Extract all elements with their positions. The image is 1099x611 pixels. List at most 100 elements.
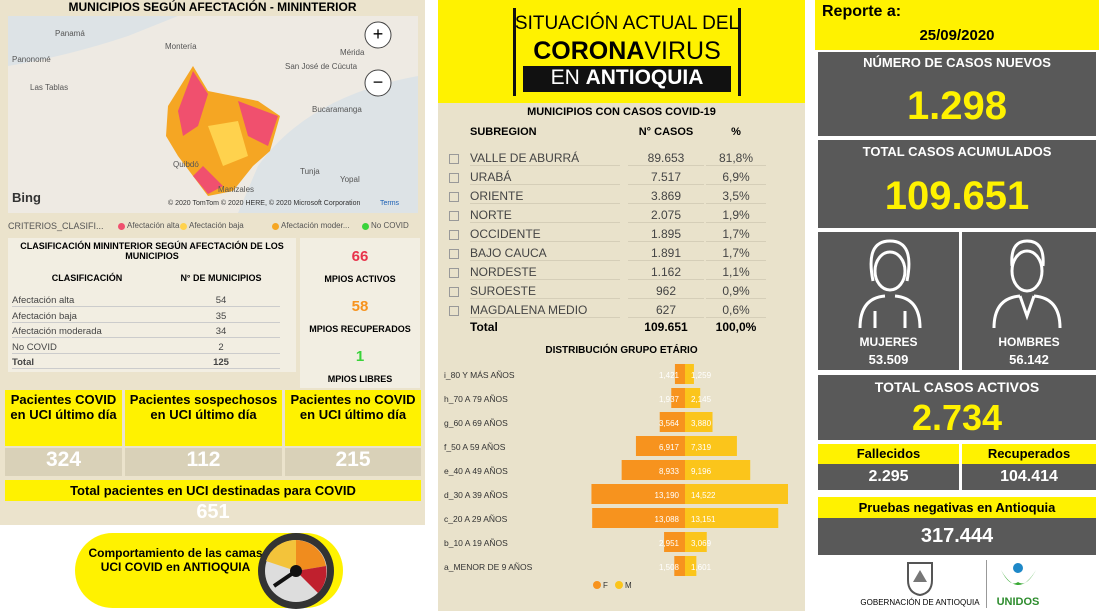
bar [685, 532, 707, 552]
table-total: 100,0% [715, 320, 757, 334]
svg-text:−: − [373, 72, 384, 92]
expand-icon[interactable] [449, 306, 459, 316]
legend-dot [362, 223, 369, 230]
map-place: Yopal [340, 175, 360, 184]
stat-label: MPIOS ACTIVOS [324, 274, 396, 284]
value-label: 1,259 [691, 371, 712, 380]
class-count: 2 [162, 342, 280, 354]
legend-swatch [593, 581, 601, 589]
logo-gob: GOBERNACIÓN DE ANTIOQUIA [860, 598, 980, 607]
expand-icon[interactable] [449, 192, 459, 202]
class-name: No COVID [12, 342, 162, 354]
class-name: Afectación baja [12, 311, 162, 323]
report-band [815, 0, 1099, 50]
map-place: San José de Cúcuta [285, 62, 358, 71]
uci-total: 651 [196, 501, 230, 523]
expand-icon[interactable] [449, 230, 459, 240]
map-title: MUNICIPIOS SEGÚN AFECTACIÓN - MININTERIO… [68, 0, 357, 14]
category-label: i_80 Y MÁS AÑOS [444, 370, 515, 380]
table-title: MUNICIPIOS CON CASOS COVID-19 [527, 106, 716, 118]
table-cell: 627 [628, 303, 704, 318]
uci-button-label[interactable]: Comportamiento de las camas UCI COVID en… [88, 546, 263, 574]
expand-icon[interactable] [449, 211, 459, 221]
map-place: Panamá [55, 29, 85, 38]
bar [591, 484, 685, 504]
expand-icon[interactable] [449, 154, 459, 164]
header-antioquia: ANTIOQUIA [585, 66, 704, 89]
bar [685, 556, 697, 576]
expand-icon[interactable] [449, 249, 459, 259]
table-cell: URABÁ [470, 170, 620, 185]
stat-value: 58 [351, 298, 369, 315]
svg-text:+: + [373, 24, 384, 44]
report-label: Reporte a: [822, 3, 902, 20]
map-place: Las Tablas [30, 83, 69, 92]
bar [671, 388, 685, 408]
table-cell: 0,9% [706, 284, 766, 299]
legend-label: Afectación moder... [281, 221, 350, 230]
expand-icon[interactable] [449, 287, 459, 297]
table-cell: 1.162 [628, 265, 704, 280]
class-name: Afectación alta [12, 295, 162, 307]
table-cell: 1,9% [706, 208, 766, 223]
category-label: b_10 A 19 AÑOS [444, 538, 508, 548]
value-label: 1,601 [691, 563, 712, 572]
table-cell: 1,1% [706, 265, 766, 280]
bar [685, 484, 788, 504]
expand-icon[interactable] [449, 268, 459, 278]
women-value: 53.509 [868, 352, 909, 367]
header-en: EN [550, 66, 580, 89]
bar [664, 532, 685, 552]
value-label: 13,088 [655, 515, 680, 524]
uci-value: 112 [125, 448, 282, 476]
uci-value: 215 [285, 448, 421, 476]
table-cell: 81,8% [706, 151, 766, 166]
map-place: Bucaramanga [312, 105, 362, 114]
report-date: 25/09/2020 [919, 27, 995, 44]
man-icon [992, 239, 1062, 329]
value-label: 3,880 [691, 419, 712, 428]
col-header: CLASIFICACIÓN [51, 273, 123, 283]
map-place: Montería [165, 42, 197, 51]
table-cell: 3.869 [628, 189, 704, 204]
recovered: 104.414 [962, 464, 1096, 490]
bar [635, 436, 685, 456]
map-place: Quibdó [173, 160, 199, 169]
category-label: c_20 A 29 AÑOS [444, 514, 508, 524]
table-header: % [731, 126, 741, 138]
value-label: 1,508 [659, 563, 680, 572]
men-label: HOMBRES [998, 335, 1060, 349]
value-label: 9,196 [691, 467, 712, 476]
table-cell: 1,7% [706, 246, 766, 261]
stat-label: MPIOS LIBRES [327, 374, 393, 384]
table-cell: 1,7% [706, 227, 766, 242]
map-terms[interactable]: Terms [380, 200, 400, 207]
table-header: N° CASOS [638, 126, 694, 138]
class-count: 35 [162, 311, 280, 323]
table-cell: 3,5% [706, 189, 766, 204]
negative: 317.444 [818, 518, 1096, 555]
table-cell: VALLE DE ABURRÁ [470, 151, 620, 166]
total-label: TOTAL CASOS ACUMULADOS [862, 144, 1052, 159]
value-label: 3,069 [691, 539, 712, 548]
deaths-label: Fallecidos [818, 444, 959, 464]
expand-icon[interactable] [449, 173, 459, 183]
legend-label: M [625, 581, 632, 590]
legend-label: No COVID [371, 221, 409, 230]
total-box [818, 140, 1096, 228]
stat-label: MPIOS RECUPERADOS [309, 324, 411, 334]
legend-dot [272, 223, 279, 230]
classification-title: CLASIFICACIÓN MININTERIOR SEGÚN AFECTACI… [20, 241, 284, 261]
bar [685, 508, 779, 528]
value-label: 7,319 [691, 443, 712, 452]
class-count: 125 [162, 357, 280, 369]
deaths: 2.295 [818, 464, 959, 490]
uci-value: 324 [5, 448, 122, 476]
category-label: d_30 A 39 AÑOS [444, 490, 508, 500]
map: + − [8, 16, 418, 213]
new-cases-label: NÚMERO DE CASOS NUEVOS [863, 55, 1051, 70]
bar [685, 460, 751, 480]
map-place: Manizales [218, 185, 255, 194]
value-label: 1,937 [659, 395, 680, 404]
